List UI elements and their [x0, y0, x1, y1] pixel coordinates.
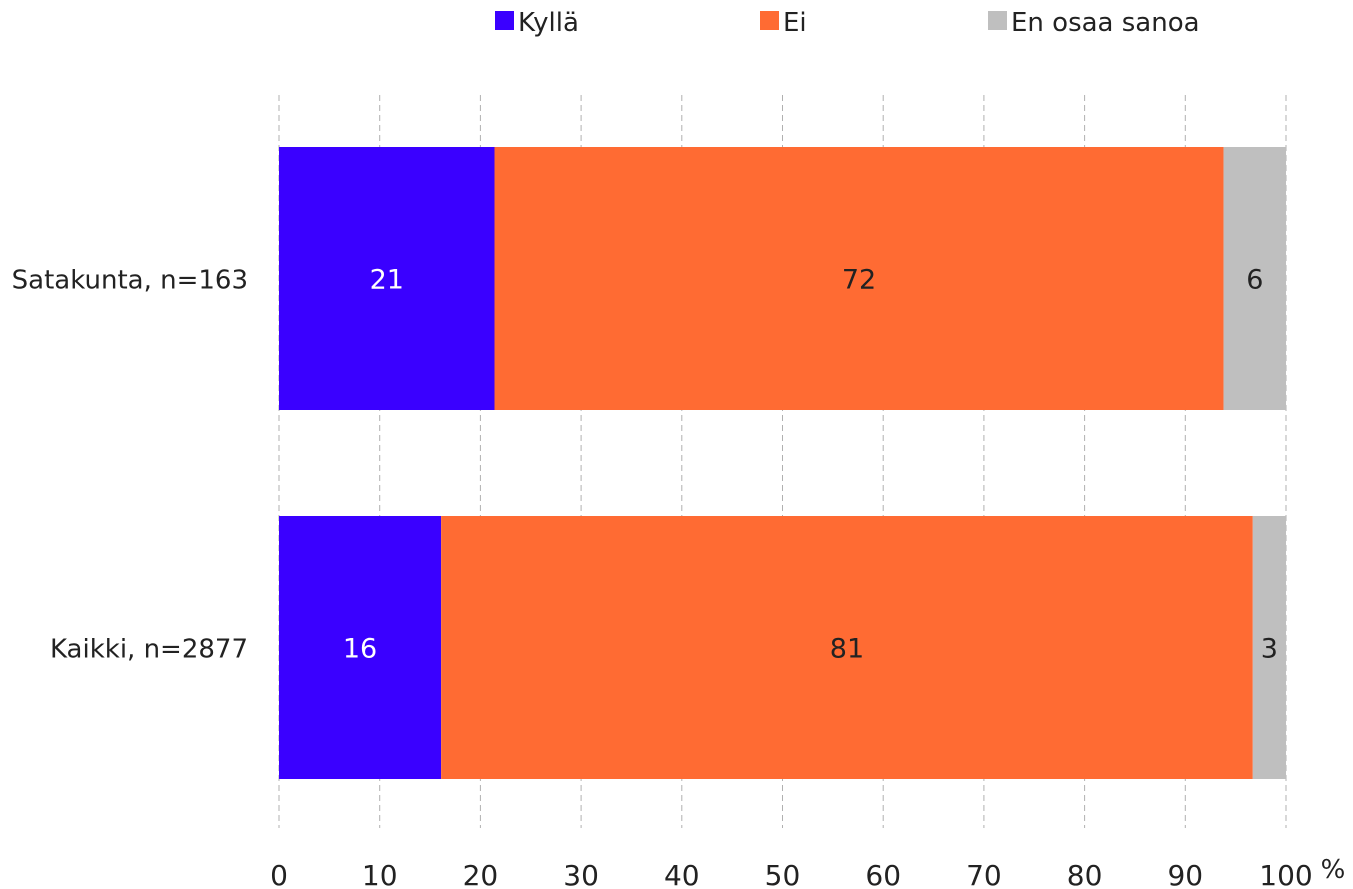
bar-segment-3-category-1 — [1223, 147, 1286, 410]
bar-segment-2-category-2 — [441, 516, 1253, 779]
legend-swatch — [988, 11, 1007, 30]
data-label: 72 — [842, 265, 876, 296]
x-axis: 0 10 20 30 40 50 60 70 80 90 100% — [270, 855, 1345, 889]
legend-label: Kyllä — [518, 8, 579, 38]
data-label: 81 — [830, 634, 864, 665]
legend-swatch — [760, 11, 779, 30]
legend-label: Ei — [783, 8, 807, 38]
x-tick-label: 60 — [865, 859, 901, 889]
x-tick-label: 100 — [1259, 859, 1312, 889]
bar-segment-1-category-1 — [279, 147, 495, 410]
category-label: Kaikki, n=2877 — [50, 635, 248, 665]
x-tick-label: 30 — [563, 859, 599, 889]
x-tick-label: 40 — [664, 859, 700, 889]
x-tick-label: 20 — [463, 859, 499, 889]
x-axis-unit: % — [1321, 855, 1346, 885]
x-tick-label: 0 — [270, 859, 288, 889]
category-label: Satakunta, n=163 — [12, 266, 248, 296]
x-tick-label: 70 — [966, 859, 1002, 889]
data-label: 6 — [1246, 265, 1263, 296]
data-label: 3 — [1261, 634, 1278, 665]
legend: Kyllä Ei En osaa sanoa — [495, 8, 1200, 38]
category-labels: Satakunta, n=163 Kaikki, n=2877 — [12, 266, 248, 665]
bar-segment-3-category-2 — [1252, 516, 1286, 779]
bar-segment-1-category-2 — [279, 516, 442, 779]
x-tick-label: 80 — [1067, 859, 1103, 889]
x-tick-label: 50 — [765, 859, 801, 889]
x-tick-label: 10 — [362, 859, 398, 889]
data-label: 21 — [370, 265, 404, 296]
legend-label: En osaa sanoa — [1011, 8, 1200, 38]
bar-segment-2-category-1 — [494, 147, 1224, 410]
legend-swatch — [495, 11, 514, 30]
x-tick-label: 90 — [1167, 859, 1203, 889]
bars: 21 72 6 16 81 3 — [279, 147, 1286, 779]
data-label: 16 — [343, 634, 377, 665]
